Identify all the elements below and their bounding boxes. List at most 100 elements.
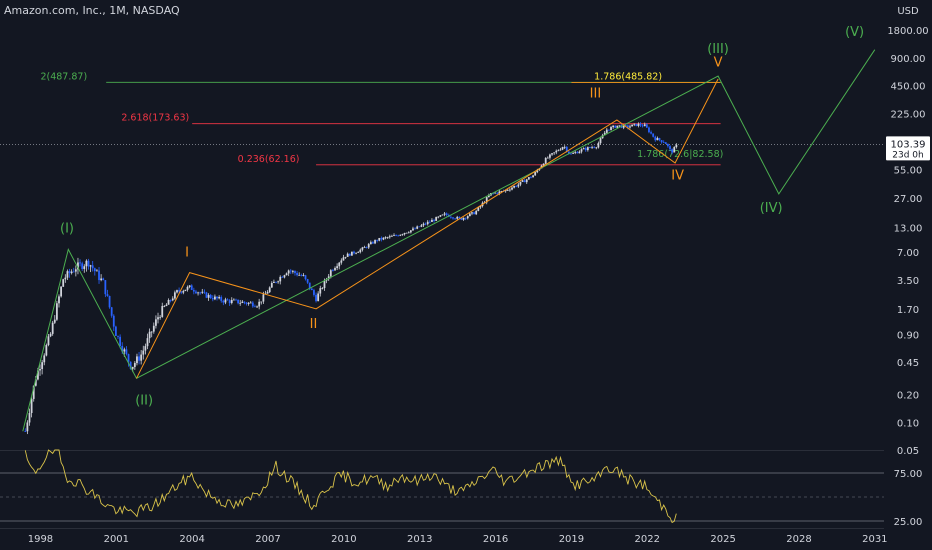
candle-body [435,217,438,221]
wave-label: (V) [845,25,864,40]
candle-body [205,292,208,298]
candle-body [452,217,454,219]
candle-body [60,286,63,297]
time-tick-label: 2004 [179,534,204,545]
candle-body [570,153,572,155]
candle-body [395,235,398,236]
candle-body [146,338,149,347]
candle-body [487,195,490,198]
candle-body [148,331,151,339]
candle-body [334,268,336,271]
candle-body [304,275,307,280]
candle-body [45,345,48,356]
candle-body [601,135,604,139]
candle-body [473,212,475,215]
fib-level-label: 1.786(485.82) [594,71,662,82]
candle-body [24,431,27,432]
candle-body [323,280,326,289]
candle-body [260,301,263,303]
candle-body [437,216,440,218]
fib-level-label: 0.236(62.16) [238,154,300,165]
candle-body [338,262,341,267]
candle-body [456,216,459,219]
candle-body [144,346,147,351]
wave-label: (II) [135,394,153,409]
candle-body [595,147,598,149]
wave-label: (III) [707,42,729,57]
candle-body [332,270,334,272]
candle-body [414,228,416,230]
candle-body [123,349,126,352]
candle-body [87,260,90,267]
price-axis[interactable]: 1800.00 900.00 450.00 225.00 55.00 27.00 13.00… [886,26,930,528]
candle-body [449,216,452,218]
candle-body [62,279,65,287]
wave-label: (I) [60,221,74,236]
candle-body [557,150,560,152]
candle-body [553,152,556,154]
bar-countdown: 23d 0h [892,150,923,160]
candle-body [549,154,551,158]
candle-body [624,125,627,126]
candle-body [184,289,187,291]
candle-body [650,132,652,134]
candle-body [506,189,509,191]
candle-body [656,138,659,141]
candle-body [485,197,488,203]
candle-body [633,123,636,125]
candle-body [618,125,621,127]
candle-body [129,361,132,369]
candle-body [28,413,31,423]
rsi-line [24,449,677,524]
candle-body [237,299,239,304]
candle-body [136,356,138,364]
candle-body [336,266,339,269]
candle-body [159,316,162,318]
candle-body [530,177,532,178]
candle-body [504,189,507,192]
candle-body [152,325,155,332]
time-axis[interactable]: 1998 2001 2004 2007 2010 2013 2016 2019 2022 2025… [28,534,888,545]
candle-body [30,398,33,414]
candle-body [49,333,52,337]
candle-body [197,292,199,294]
candle-body [565,146,568,152]
candle-body [342,257,345,261]
candle-body [279,276,282,282]
candle-body [108,295,111,308]
grid-lines [0,144,884,529]
candle-body [498,191,501,194]
candle-body [85,260,88,267]
candle-body [199,292,202,294]
candle-body [591,147,593,149]
candle-body [369,242,372,245]
candle-body [180,291,183,293]
candle-body [610,127,612,131]
symbol-title[interactable]: Amazon.com, Inc., 1M, NASDAQ [4,4,180,17]
price-tick-label: 55.00 [894,166,923,177]
currency-label: USD [897,6,919,17]
candle-body [51,322,54,334]
candle-body [576,152,579,154]
fib-level-label: 2.618(173.63) [121,113,189,124]
candle-body [399,234,402,236]
candle-body [211,297,214,300]
candle-body [622,125,625,128]
candle-body [433,219,435,221]
candle-body [150,331,153,333]
candle-body [525,179,528,183]
candle-body [667,143,669,147]
candle-body [247,302,250,304]
candle-body [365,247,368,248]
candle-body [235,299,237,301]
candle-body [403,232,406,235]
candle-body [517,184,520,187]
candle-body [163,306,166,307]
candle-body [190,285,193,290]
candle-body [308,282,311,289]
candle-body [658,138,661,141]
candle-body [460,217,463,220]
candle-body [673,147,676,153]
candle-body [626,125,629,128]
